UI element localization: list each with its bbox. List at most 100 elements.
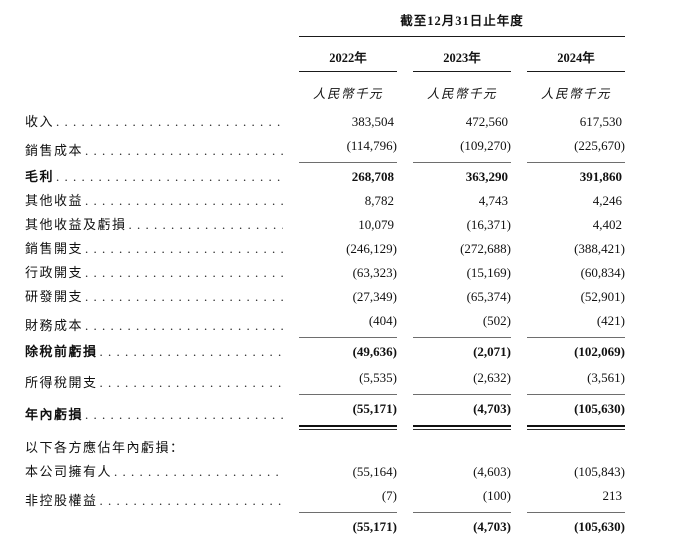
row-label: 財務成本 [25, 314, 283, 338]
row-label: 銷售成本 [25, 139, 283, 163]
row-value: 4,743 [478, 193, 508, 208]
row-value: (49,636) [352, 344, 397, 359]
row-value: (105,843) [574, 464, 625, 479]
row-value: (55,171) [299, 397, 397, 427]
dot-leader [56, 165, 283, 189]
row-value: (102,069) [574, 344, 625, 359]
table-row-revenue: 收入 383,504 472,560 617,530 [25, 110, 680, 134]
table-row-rd-expenses: 研發開支 (27,349) (65,374) (52,901) [25, 285, 680, 309]
row-value: (4,703) [413, 397, 511, 427]
table-row-admin-expenses: 行政開支 (63,323) (15,169) (60,834) [25, 261, 680, 285]
dot-leader [85, 189, 283, 213]
table-unit-row: 人民幣千元 人民幣千元 人民幣千元 [25, 72, 680, 102]
row-value: (225,670) [527, 134, 625, 163]
table-row-loss-before-tax: 除稅前虧損 (49,636) (2,071) (102,069) [25, 340, 680, 364]
row-value: (55,164) [352, 464, 397, 479]
table-row-cost-of-sales: 銷售成本 (114,796) (109,270) (225,670) [25, 134, 680, 163]
row-value: 8,782 [364, 193, 394, 208]
period-header: 截至12月31日止年度 [299, 10, 625, 37]
row-value: (60,834) [580, 265, 625, 280]
double-rule-line [527, 429, 625, 430]
section-label: 以下各方應佔年內虧損： [25, 440, 185, 455]
table-row-gross-profit: 毛利 268,708 363,290 391,860 [25, 165, 680, 189]
row-value: (502) [413, 309, 511, 338]
table-row-other-gains-losses: 其他收益及虧損 10,079 (16,371) 4,402 [25, 213, 680, 237]
table-row-finance-costs: 財務成本 (404) (502) (421) [25, 309, 680, 338]
table-row-non-controlling-interests: 非控股權益 (7) (100) 213 [25, 484, 680, 513]
row-label: 所得稅開支 [25, 371, 283, 395]
row-label: 除稅前虧損 [25, 340, 283, 364]
dot-leader [85, 285, 283, 309]
row-value: (52,901) [580, 289, 625, 304]
row-value: 4,402 [592, 217, 622, 232]
dot-leader [85, 139, 283, 163]
row-label: 非控股權益 [25, 489, 283, 513]
row-value: 472,560 [465, 114, 508, 129]
row-value: (55,171) [299, 515, 397, 539]
double-rule-row [25, 427, 680, 430]
table-row-loss-for-year: 年內虧損 (55,171) (4,703) (105,630) [25, 397, 680, 427]
row-value: 617,530 [579, 114, 622, 129]
row-value: (2,632) [413, 366, 511, 395]
row-value: (109,270) [413, 134, 511, 163]
row-value: (246,129) [346, 241, 397, 256]
row-value: 391,860 [579, 169, 622, 184]
row-value: (65,374) [466, 289, 511, 304]
row-value: (7) [299, 484, 397, 513]
unit-label: 人民幣千元 [426, 87, 497, 101]
column-header-2023: 2023年 [413, 37, 511, 72]
row-value: (105,630) [527, 515, 625, 539]
row-value: (2,071) [473, 344, 511, 359]
row-value: (3,561) [527, 366, 625, 395]
row-label: 其他收益及虧損 [25, 213, 283, 237]
row-value: 213 [527, 484, 625, 513]
double-rule-line [299, 429, 397, 430]
dot-leader [85, 261, 283, 285]
row-value: (105,630) [527, 397, 625, 427]
row-value: (63,323) [352, 265, 397, 280]
dot-leader [100, 371, 283, 395]
row-value: 363,290 [465, 169, 508, 184]
row-label: 本公司擁有人 [25, 460, 283, 484]
row-value: (421) [527, 309, 625, 338]
table-row-owners-of-company: 本公司擁有人 (55,164) (4,603) (105,843) [25, 460, 680, 484]
double-rule-line [413, 429, 511, 430]
row-value: (15,169) [466, 265, 511, 280]
row-value: 383,504 [351, 114, 394, 129]
dot-leader [85, 314, 283, 338]
table-body: 收入 383,504 472,560 617,530 銷售成本 (114,796… [25, 110, 680, 539]
row-value: (404) [299, 309, 397, 338]
row-value: (27,349) [352, 289, 397, 304]
table-period-header-row: 截至12月31日止年度 [25, 10, 680, 37]
row-value: (100) [413, 484, 511, 513]
row-value: (16,371) [466, 217, 511, 232]
row-value: (4,603) [473, 464, 511, 479]
dot-leader [85, 403, 283, 427]
dot-leader [114, 460, 283, 484]
dot-leader [56, 110, 283, 134]
dot-leader [85, 237, 283, 261]
column-header-2024: 2024年 [527, 37, 625, 72]
row-value: (388,421) [574, 241, 625, 256]
row-label: 其他收益 [25, 189, 283, 213]
dot-leader [100, 489, 283, 513]
row-label: 收入 [25, 110, 283, 134]
table-row-attributable-total: (55,171) (4,703) (105,630) [25, 515, 680, 539]
unit-label: 人民幣千元 [312, 87, 383, 101]
row-value: (272,688) [460, 241, 511, 256]
table-row-income-tax-expense: 所得稅開支 (5,535) (2,632) (3,561) [25, 366, 680, 395]
column-header-2022: 2022年 [299, 37, 397, 72]
dot-leader [100, 340, 283, 364]
table-row-selling-expenses: 銷售開支 (246,129) (272,688) (388,421) [25, 237, 680, 261]
row-value: 4,246 [592, 193, 622, 208]
row-label: 毛利 [25, 165, 283, 189]
row-label: 銷售開支 [25, 237, 283, 261]
row-label: 年內虧損 [25, 403, 283, 427]
dot-leader [129, 213, 283, 237]
row-value: 10,079 [358, 217, 394, 232]
row-value: 268,708 [351, 169, 394, 184]
row-value: (4,703) [413, 515, 511, 539]
row-value: (5,535) [299, 366, 397, 395]
unit-label: 人民幣千元 [540, 87, 611, 101]
